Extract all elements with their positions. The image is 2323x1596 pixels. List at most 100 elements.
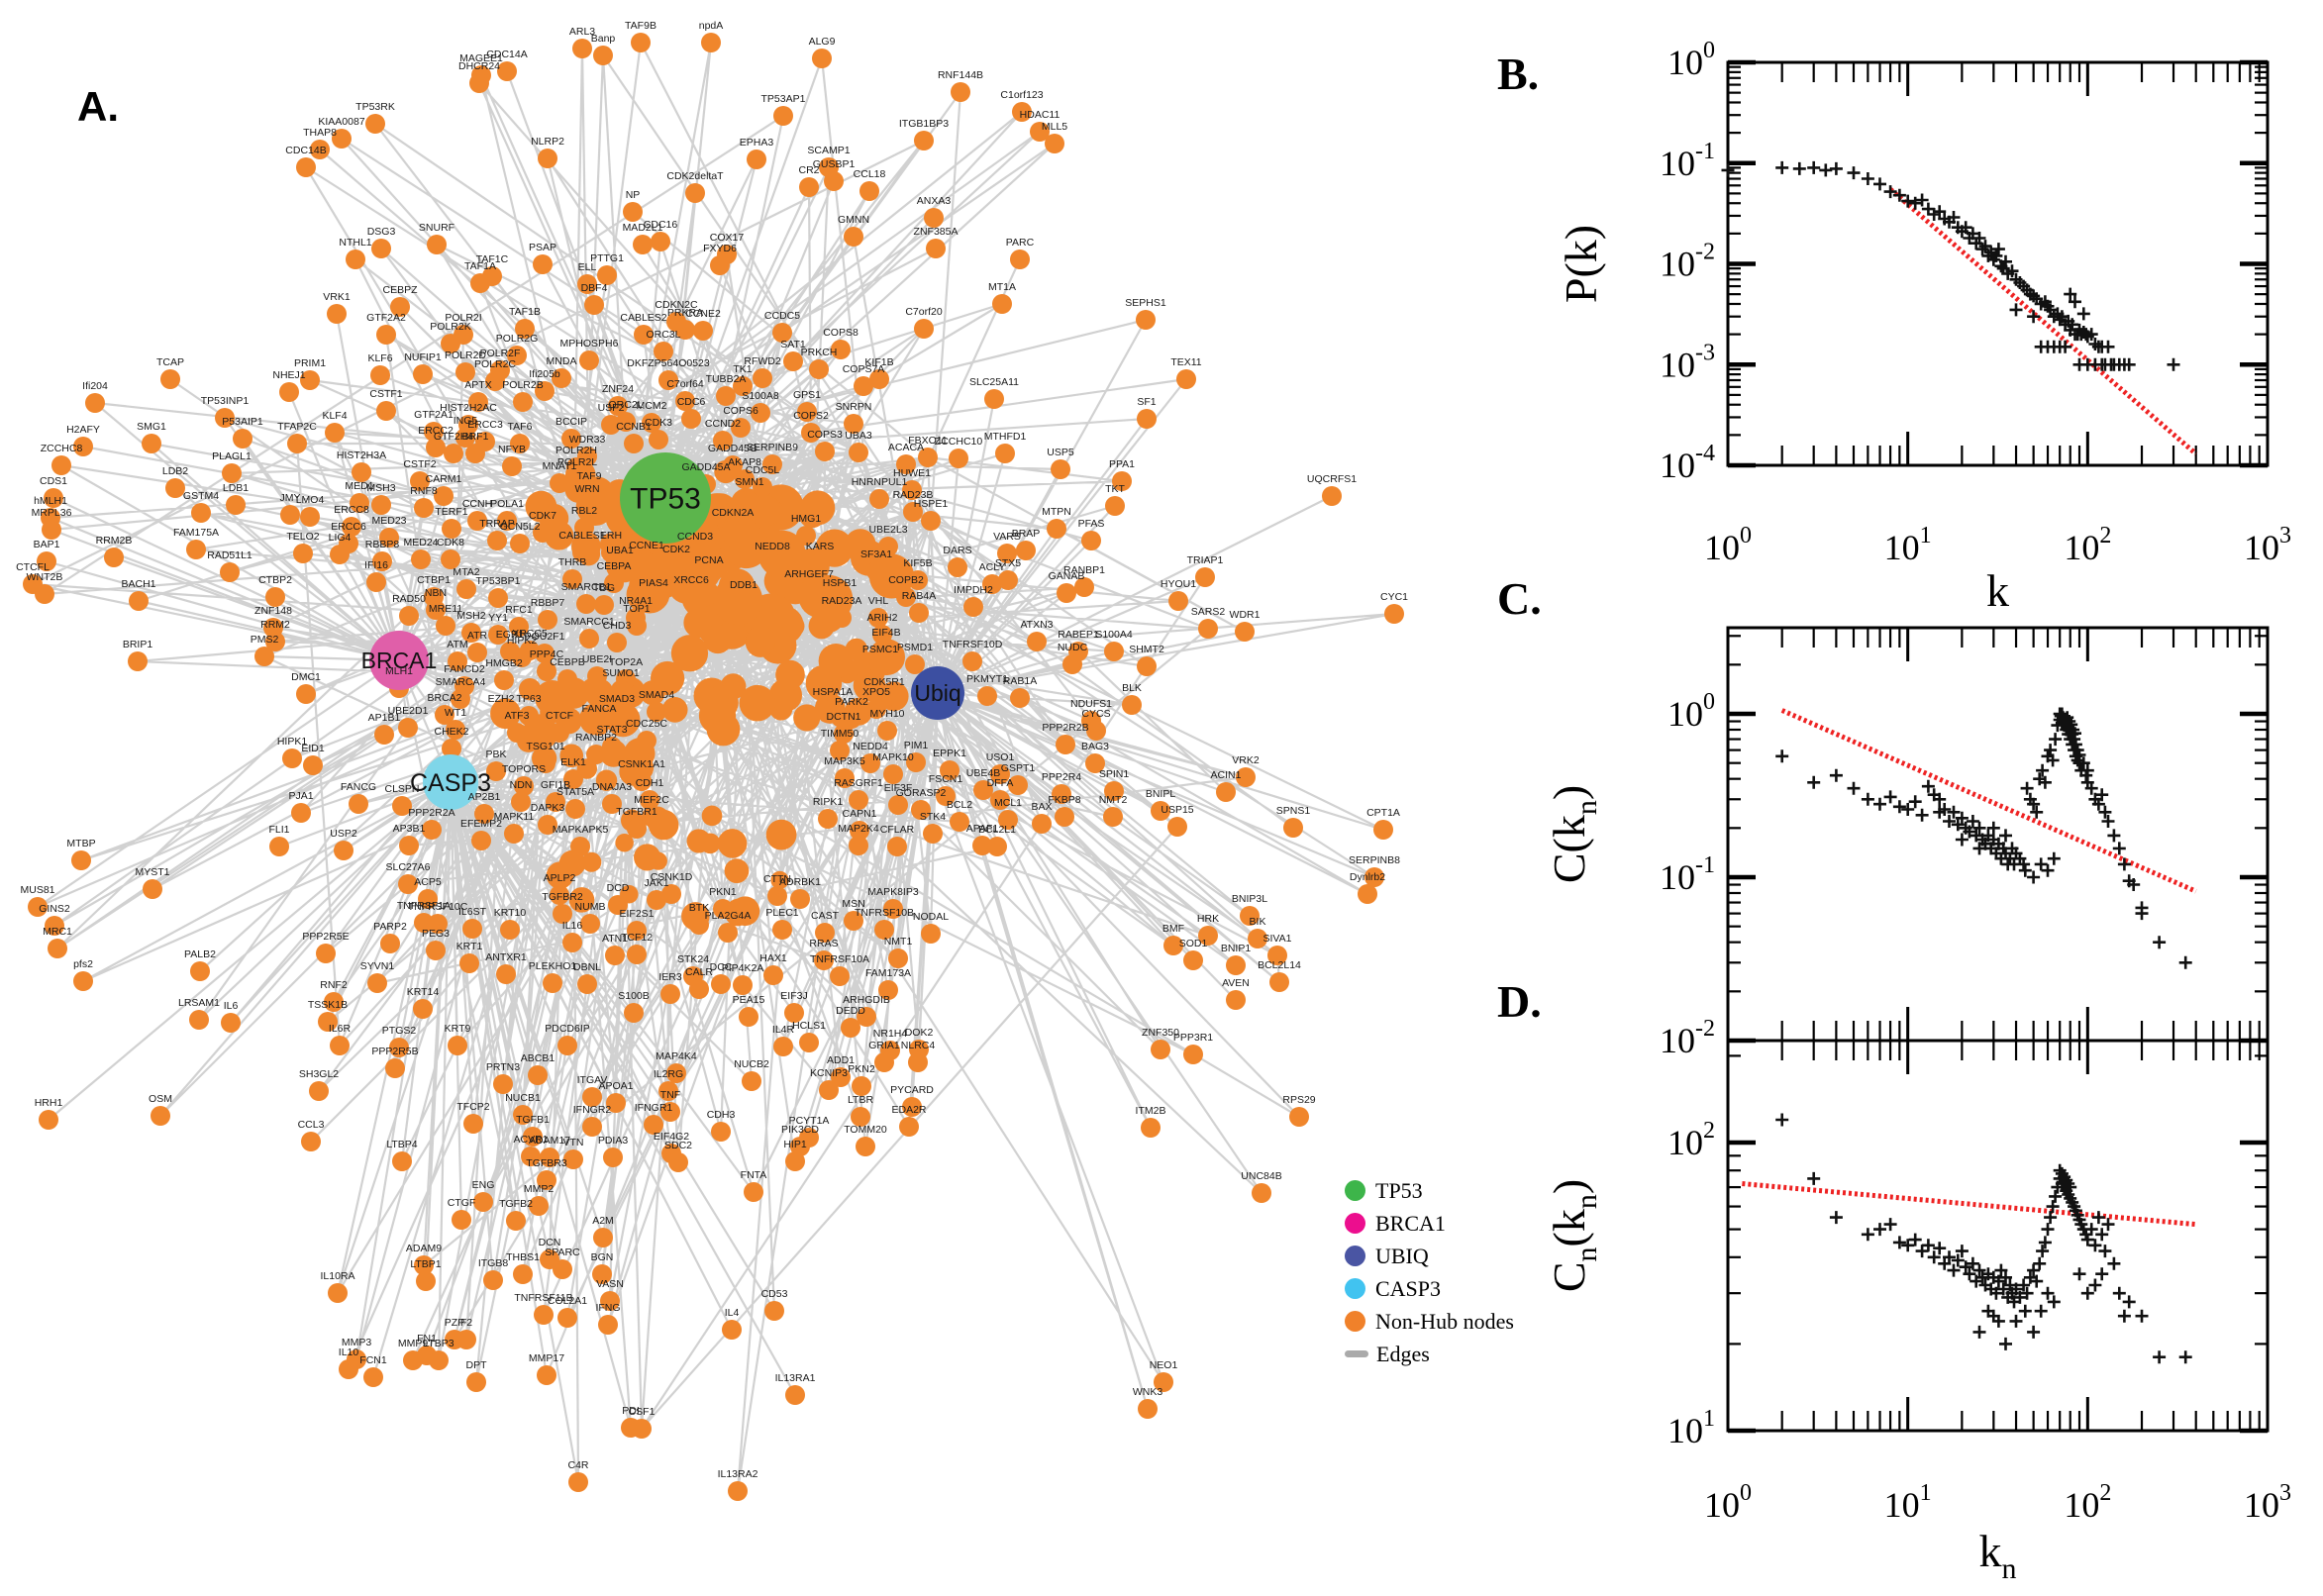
network-node[interactable]	[654, 342, 673, 361]
network-node[interactable]	[963, 597, 983, 617]
network-node[interactable]	[325, 423, 345, 443]
network-node[interactable]	[582, 1087, 602, 1107]
network-node[interactable]	[899, 1117, 919, 1137]
network-node[interactable]	[902, 480, 922, 500]
network-node[interactable]	[310, 140, 330, 159]
network-node[interactable]	[747, 150, 766, 169]
network-node[interactable]	[550, 885, 569, 905]
network-node[interactable]	[1008, 775, 1028, 795]
network-node[interactable]	[461, 623, 481, 643]
network-node[interactable]	[506, 1211, 526, 1231]
network-node[interactable]	[631, 33, 651, 52]
network-node[interactable]	[784, 1003, 804, 1023]
network-node[interactable]	[835, 768, 855, 788]
network-node[interactable]	[370, 365, 390, 385]
network-node[interactable]	[537, 1365, 556, 1385]
network-node[interactable]	[950, 812, 969, 832]
network-node[interactable]	[582, 1117, 602, 1137]
network-node[interactable]	[818, 809, 838, 829]
network-node[interactable]	[523, 1127, 543, 1147]
network-node[interactable]	[597, 265, 617, 285]
network-node[interactable]	[921, 511, 941, 531]
network-node[interactable]	[28, 897, 48, 917]
network-node[interactable]	[1364, 867, 1384, 887]
network-node[interactable]	[1047, 519, 1066, 539]
network-node[interactable]	[422, 820, 442, 840]
network-node[interactable]	[1195, 567, 1215, 587]
network-node[interactable]	[441, 549, 460, 569]
network-node[interactable]	[579, 350, 599, 370]
network-node[interactable]	[924, 208, 944, 228]
network-node[interactable]	[572, 543, 592, 562]
network-node[interactable]	[666, 1063, 686, 1083]
network-node[interactable]	[563, 1149, 583, 1169]
network-node[interactable]	[790, 889, 810, 909]
network-node[interactable]	[318, 1012, 338, 1032]
network-node[interactable]	[160, 369, 180, 389]
hub-node-brca1[interactable]: BRCA1	[361, 631, 438, 690]
network-node[interactable]	[1248, 929, 1267, 948]
network-node[interactable]	[1112, 471, 1132, 491]
network-node[interactable]	[563, 769, 583, 789]
network-node[interactable]	[764, 1301, 784, 1321]
network-node[interactable]	[1086, 721, 1106, 741]
network-node[interactable]	[874, 920, 894, 940]
network-node[interactable]	[328, 1283, 348, 1303]
network-node[interactable]	[896, 454, 916, 474]
network-node[interactable]	[561, 429, 581, 449]
network-node[interactable]	[926, 239, 946, 258]
network-node[interactable]	[143, 879, 162, 899]
network-node[interactable]	[557, 669, 577, 689]
network-node[interactable]	[1289, 1107, 1309, 1127]
network-node[interactable]	[711, 1122, 731, 1142]
network-node[interactable]	[1104, 781, 1124, 801]
network-node[interactable]	[796, 526, 816, 546]
network-node[interactable]	[851, 1107, 870, 1127]
network-node[interactable]	[658, 1081, 678, 1101]
network-node[interactable]	[399, 606, 419, 626]
network-node[interactable]	[868, 608, 888, 628]
network-node[interactable]	[1252, 1183, 1271, 1203]
network-node[interactable]	[533, 523, 553, 543]
network-node[interactable]	[844, 414, 863, 434]
network-node[interactable]	[661, 884, 681, 904]
network-node[interactable]	[642, 413, 661, 433]
network-node[interactable]	[521, 1147, 541, 1166]
network-node[interactable]	[799, 581, 819, 601]
network-node[interactable]	[553, 1259, 572, 1279]
network-node[interactable]	[1141, 1118, 1161, 1138]
network-node[interactable]	[473, 1192, 493, 1212]
network-node[interactable]	[1183, 1045, 1203, 1064]
network-node[interactable]	[1104, 642, 1124, 661]
network-node[interactable]	[909, 1040, 929, 1059]
network-node[interactable]	[413, 364, 433, 384]
network-node[interactable]	[1198, 619, 1218, 639]
network-node[interactable]	[607, 633, 627, 652]
network-node[interactable]	[572, 39, 592, 58]
network-node[interactable]	[1167, 817, 1187, 837]
network-node[interactable]	[627, 921, 647, 941]
network-node[interactable]	[607, 706, 627, 726]
network-node[interactable]	[627, 819, 647, 839]
network-node[interactable]	[390, 297, 410, 317]
network-node[interactable]	[623, 202, 643, 222]
network-node[interactable]	[491, 706, 511, 726]
network-node[interactable]	[972, 836, 992, 855]
network-node[interactable]	[507, 346, 527, 365]
network-node[interactable]	[448, 1036, 467, 1055]
network-node[interactable]	[538, 815, 557, 835]
network-node[interactable]	[649, 430, 668, 449]
network-node[interactable]	[327, 304, 347, 324]
network-node[interactable]	[1030, 122, 1050, 142]
network-node[interactable]	[1384, 604, 1404, 624]
network-node[interactable]	[998, 810, 1018, 830]
network-node[interactable]	[537, 661, 556, 681]
network-node[interactable]	[693, 321, 713, 341]
network-node[interactable]	[371, 239, 391, 258]
network-node[interactable]	[675, 391, 695, 411]
network-node[interactable]	[809, 359, 829, 379]
network-node[interactable]	[710, 255, 730, 275]
network-node[interactable]	[1137, 656, 1157, 676]
network-node[interactable]	[442, 739, 461, 758]
network-node[interactable]	[434, 486, 454, 506]
